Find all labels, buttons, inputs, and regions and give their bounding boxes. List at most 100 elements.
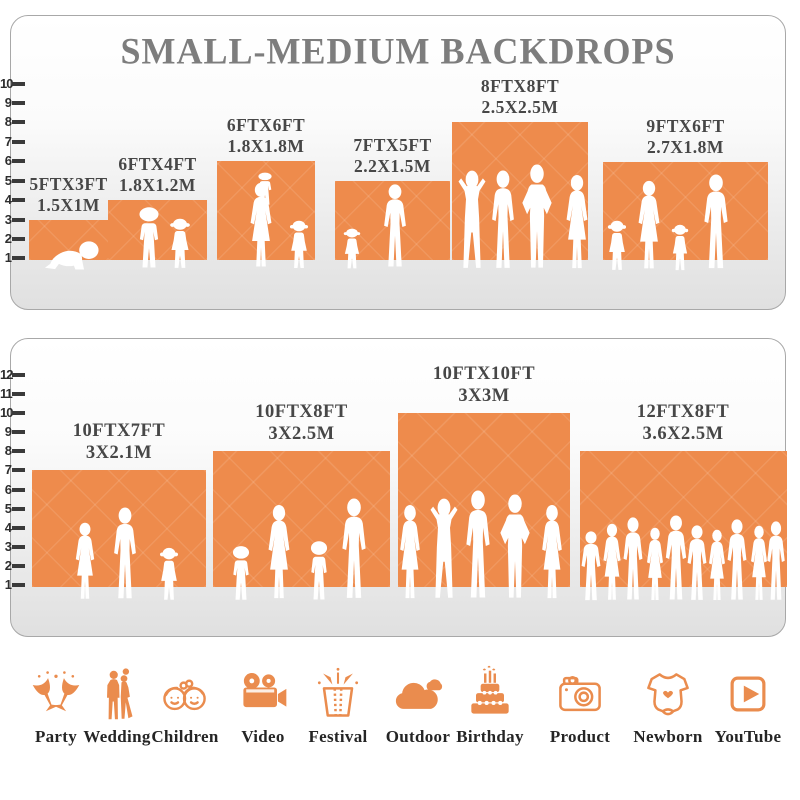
people-silhouette-mother-children [250,172,309,268]
size-m: 2.2X1.5M [354,156,431,176]
ruler-number: 9 [4,95,12,110]
people-silhouette-father-toddler [343,184,406,269]
size-m: 2.5X2.5M [481,97,559,117]
size-m: 3X2.5M [268,424,335,444]
ruler-tick-mark [12,506,25,512]
ruler-tick-mark [12,410,25,416]
bar-size-label: 5FTX3FT 1.5X1M [9,174,128,216]
ruler-tick: 8 [0,114,25,130]
bar-size-label: 6FTX6FT 1.8X1.8M [197,115,335,157]
ruler-number: 1 [4,577,12,592]
ruler-tick: 7 [0,134,25,150]
category-festival: Festival [290,665,386,747]
ruler-tick: 6 [0,153,25,169]
ruler-tick-mark [12,236,25,242]
ruler-tick-mark [12,544,25,550]
ruler-tick: 9 [0,95,25,111]
ruler-tick-mark [12,487,25,493]
category-label: Product [549,727,611,746]
outdoor-icon [395,679,443,709]
category-label: Outdoor [385,727,451,746]
bar-size-label: 6FTX4FT 1.8X1.2M [88,154,227,196]
backdrop-bar-9x6 [603,162,768,260]
bar-size-label: 10FTX7FT 3X2.1M [12,420,226,464]
ruler-number: 8 [4,443,12,458]
ruler-tick: 12 [0,367,25,383]
size-m: 3.6X2.5M [642,424,724,444]
ruler-tick-mark [12,563,25,569]
size-ft: 9FTX6FT [646,116,725,136]
festival-icon [317,667,359,717]
ruler-tick: 1 [0,250,25,266]
size-m: 3X3M [458,386,510,406]
ruler-tick: 2 [0,558,25,574]
size-m: 2.7X1.8M [647,137,724,157]
category-newborn: Newborn [620,665,716,747]
video-icon [243,673,287,708]
size-ft: 10FTX7FT [72,421,166,441]
ruler-tick: 8 [0,443,25,459]
ruler-number: 6 [4,482,12,497]
ruler-number: 10 [0,76,13,91]
ruler-tick-mark [12,429,25,435]
category-label: YouTube [714,727,782,746]
ruler-tick: 5 [0,501,25,517]
ruler-number: 3 [4,212,12,227]
ruler-tick: 4 [0,520,25,536]
ruler-tick: 4 [0,192,25,208]
category-label: Party [34,727,78,746]
ruler-tick: 11 [0,386,25,402]
category-label: Wedding [83,727,151,746]
ruler-tick: 3 [0,212,25,228]
ruler-tick-mark [12,119,25,125]
ruler-number: 7 [4,134,12,149]
backdrop-bar-6x4 [108,200,207,260]
people-silhouette-group [400,490,562,599]
ruler-tick-mark [12,178,25,184]
ruler-tick-mark [12,217,25,223]
page-title: SMALL-MEDIUM BACKDROPS [120,30,676,72]
ruler-number: 9 [4,424,12,439]
size-ft: 10FTX10FT [432,364,536,384]
ruler-tick: 5 [0,173,25,189]
people-silhouette-family [232,498,366,600]
size-m: 1.5X1M [37,195,100,215]
category-video: Video [215,665,311,747]
ruler-tick-mark [12,582,25,588]
bar-size-label: 10FTX10FT 3X3M [378,363,590,407]
ruler-number: 8 [4,114,12,129]
category-wedding: Wedding [69,665,165,747]
ruler-tick: 10 [0,76,25,92]
ruler-number: 5 [4,173,12,188]
size-m: 1.8X1.2M [119,175,196,195]
category-party: Party [8,665,104,747]
ruler-tick-mark [12,525,25,531]
ruler-tick: 9 [0,424,25,440]
ruler-number: 11 [0,386,13,401]
size-ft: 10FTX8FT [255,402,348,422]
category-birthday: Birthday [442,665,538,747]
size-ft: 6FTX4FT [118,154,197,174]
ruler-tick-mark [12,448,25,454]
ruler-number: 2 [4,558,12,573]
size-ft: 7FTX5FT [353,135,432,155]
category-label: Newborn [633,727,703,746]
ruler-number: 7 [4,462,12,477]
category-outdoor: Outdoor [370,665,466,747]
people-silhouette-baby [44,241,99,270]
people-silhouette-group [458,164,588,269]
ruler-tick-mark [12,197,25,203]
people-silhouette-family [607,174,728,271]
children-icon [163,679,206,711]
bar-size-label: 8FTX8FT 2.5X2.5M [432,76,608,118]
category-label: Children [151,727,219,746]
size-ft: 6FTX6FT [226,115,306,135]
product-icon [559,676,601,712]
ruler-number: 4 [4,520,12,535]
ruler-tick-mark [12,372,25,378]
ruler-tick-mark [12,139,25,145]
category-label: Festival [308,727,368,746]
category-product: Product [532,665,628,747]
ruler-number: 6 [4,153,12,168]
birthday-icon [471,665,509,714]
